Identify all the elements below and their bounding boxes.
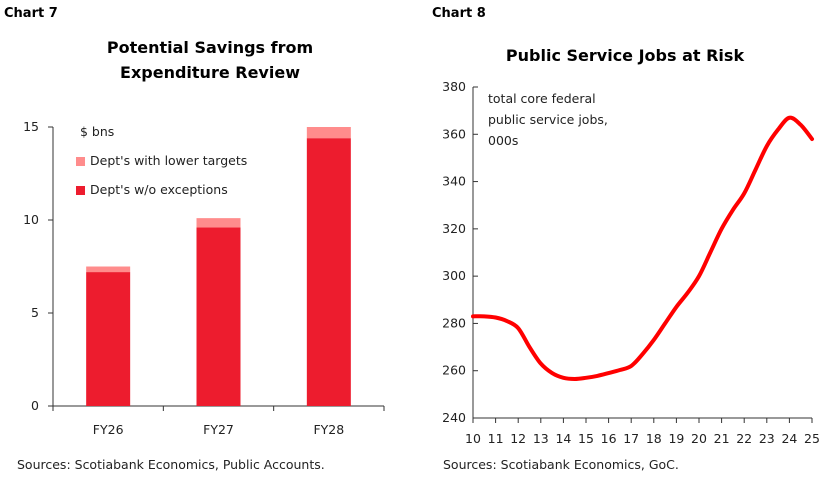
y-tick-label: 240 xyxy=(442,410,466,425)
y-tick-label: 300 xyxy=(442,268,466,283)
x-tick-label: 10 xyxy=(465,431,481,446)
y-tick-label: 15 xyxy=(23,119,39,134)
x-tick-label: FY27 xyxy=(203,422,234,437)
x-tick-label: 24 xyxy=(781,431,797,446)
bar-FY28 xyxy=(306,138,351,406)
chart8-source: Sources: Scotiabank Economics, GoC. xyxy=(443,457,679,472)
x-tick-label: 17 xyxy=(623,431,639,446)
y-tick-label: 5 xyxy=(31,305,39,320)
x-tick-label: 12 xyxy=(510,431,526,446)
x-tick-label: 16 xyxy=(601,431,617,446)
y-tick-label: 380 xyxy=(442,79,466,94)
annotation-line: total core federal xyxy=(488,91,596,106)
x-tick-label: 18 xyxy=(646,431,662,446)
bar-FY27 xyxy=(196,218,241,228)
bar-FY26 xyxy=(86,266,131,273)
chart7-label: Chart 7 xyxy=(4,6,58,21)
y-tick-label: 360 xyxy=(442,126,466,141)
annotation-line: public service jobs, xyxy=(488,112,608,127)
y-tick-label: 280 xyxy=(442,315,466,330)
chart7-unit-label: $ bns xyxy=(80,124,115,139)
x-tick-label: 14 xyxy=(555,431,571,446)
jobs-line xyxy=(471,115,814,381)
y-tick-label: 260 xyxy=(442,363,466,378)
legend-swatch-wo-exceptions xyxy=(76,186,85,195)
chart8-annotation: total core federal public service jobs, … xyxy=(488,88,608,151)
chart8-label: Chart 8 xyxy=(432,6,486,21)
x-tick-label: 20 xyxy=(691,431,707,446)
legend-wo-exceptions: Dept's w/o exceptions xyxy=(90,182,228,197)
x-tick-label: 19 xyxy=(668,431,684,446)
bar-FY27 xyxy=(196,227,241,406)
bar-FY28 xyxy=(306,127,351,139)
chart8-title: Public Service Jobs at Risk xyxy=(505,46,745,65)
annotation-line: 000s xyxy=(488,133,519,148)
x-tick-label: 25 xyxy=(804,431,820,446)
y-tick-label: 340 xyxy=(442,174,466,189)
legend-lower-targets: Dept's with lower targets xyxy=(90,153,248,168)
x-tick-label: 22 xyxy=(736,431,752,446)
x-tick-label: 21 xyxy=(714,431,730,446)
y-tick-label: 10 xyxy=(23,212,39,227)
chart7-title: Potential Savings from Expenditure Revie… xyxy=(106,38,314,82)
legend-swatch-lower-targets xyxy=(76,157,85,166)
x-tick-label: 15 xyxy=(578,431,594,446)
x-tick-label: 23 xyxy=(759,431,775,446)
bar-FY26 xyxy=(86,272,131,406)
x-tick-label: FY26 xyxy=(93,422,124,437)
x-tick-label: 11 xyxy=(488,431,504,446)
y-tick-label: 320 xyxy=(442,221,466,236)
x-tick-label: FY28 xyxy=(313,422,344,437)
y-tick-label: 0 xyxy=(31,398,39,413)
x-tick-label: 13 xyxy=(533,431,549,446)
chart7-source: Sources: Scotiabank Economics, Public Ac… xyxy=(17,457,325,472)
